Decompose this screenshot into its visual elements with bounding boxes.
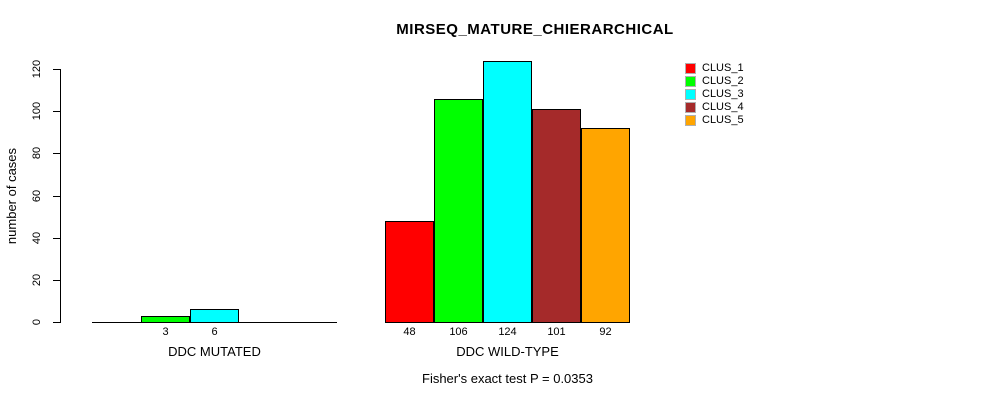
bar-clus_3-ddc-wild-type (483, 61, 532, 323)
y-axis-tick (53, 322, 60, 323)
legend-item-clus_1: CLUS_1 (685, 62, 744, 75)
legend-label: CLUS_3 (702, 88, 744, 100)
fisher-test-annotation: Fisher's exact test P = 0.0353 (422, 371, 593, 386)
bar-value-label: 48 (403, 326, 416, 338)
legend-label: CLUS_5 (702, 114, 744, 126)
y-axis-tick-label: 100 (31, 101, 43, 121)
bar-value-label: 3 (162, 326, 169, 338)
y-axis-tick-label: 80 (31, 146, 43, 160)
legend-swatch-clus_3 (685, 89, 696, 100)
y-axis-line (60, 69, 61, 323)
legend-label: CLUS_1 (702, 62, 744, 74)
legend-item-clus_4: CLUS_4 (685, 101, 744, 114)
legend-item-clus_2: CLUS_2 (685, 75, 744, 88)
bar-value-label: 6 (211, 326, 218, 338)
legend-label: CLUS_4 (702, 101, 744, 113)
bar-clus_5-ddc-wild-type (581, 128, 630, 323)
group-label-ddc-wild-type: DDC WILD-TYPE (456, 344, 559, 359)
legend-swatch-clus_4 (685, 102, 696, 113)
y-axis-tick (53, 280, 60, 281)
bar-clus_2-ddc-wild-type (434, 99, 483, 323)
bar-value-label: 92 (599, 326, 612, 338)
legend-label: CLUS_2 (702, 75, 744, 87)
y-axis-tick-label: 60 (31, 189, 43, 203)
y-axis-tick (53, 238, 60, 239)
bar-clus_2-ddc-mutated (141, 316, 190, 323)
y-axis-tick-label: 0 (31, 318, 43, 326)
y-axis-tick-label: 40 (31, 231, 43, 245)
legend-swatch-clus_5 (685, 115, 696, 126)
bar-value-label: 124 (498, 326, 517, 338)
y-axis-tick (53, 196, 60, 197)
bar-clus_4-ddc-wild-type (532, 109, 581, 323)
legend-swatch-clus_1 (685, 63, 696, 74)
y-axis-tick (53, 69, 60, 70)
bar-value-label: 101 (547, 326, 566, 338)
chart-title: MIRSEQ_MATURE_CHIERARCHICAL (396, 21, 674, 38)
legend-swatch-clus_2 (685, 76, 696, 87)
y-axis-tick (53, 111, 60, 112)
legend-item-clus_3: CLUS_3 (685, 88, 744, 101)
y-axis-tick-label: 20 (31, 273, 43, 287)
y-axis-tick-label: 120 (31, 59, 43, 79)
bar-value-label: 106 (449, 326, 468, 338)
y-axis-tick (53, 153, 60, 154)
y-axis-title: number of cases (4, 147, 19, 245)
bar-clus_3-ddc-mutated (190, 309, 239, 323)
bar-clus_1-ddc-wild-type (385, 221, 434, 323)
group-label-ddc-mutated: DDC MUTATED (168, 344, 261, 359)
legend-item-clus_5: CLUS_5 (685, 114, 744, 127)
